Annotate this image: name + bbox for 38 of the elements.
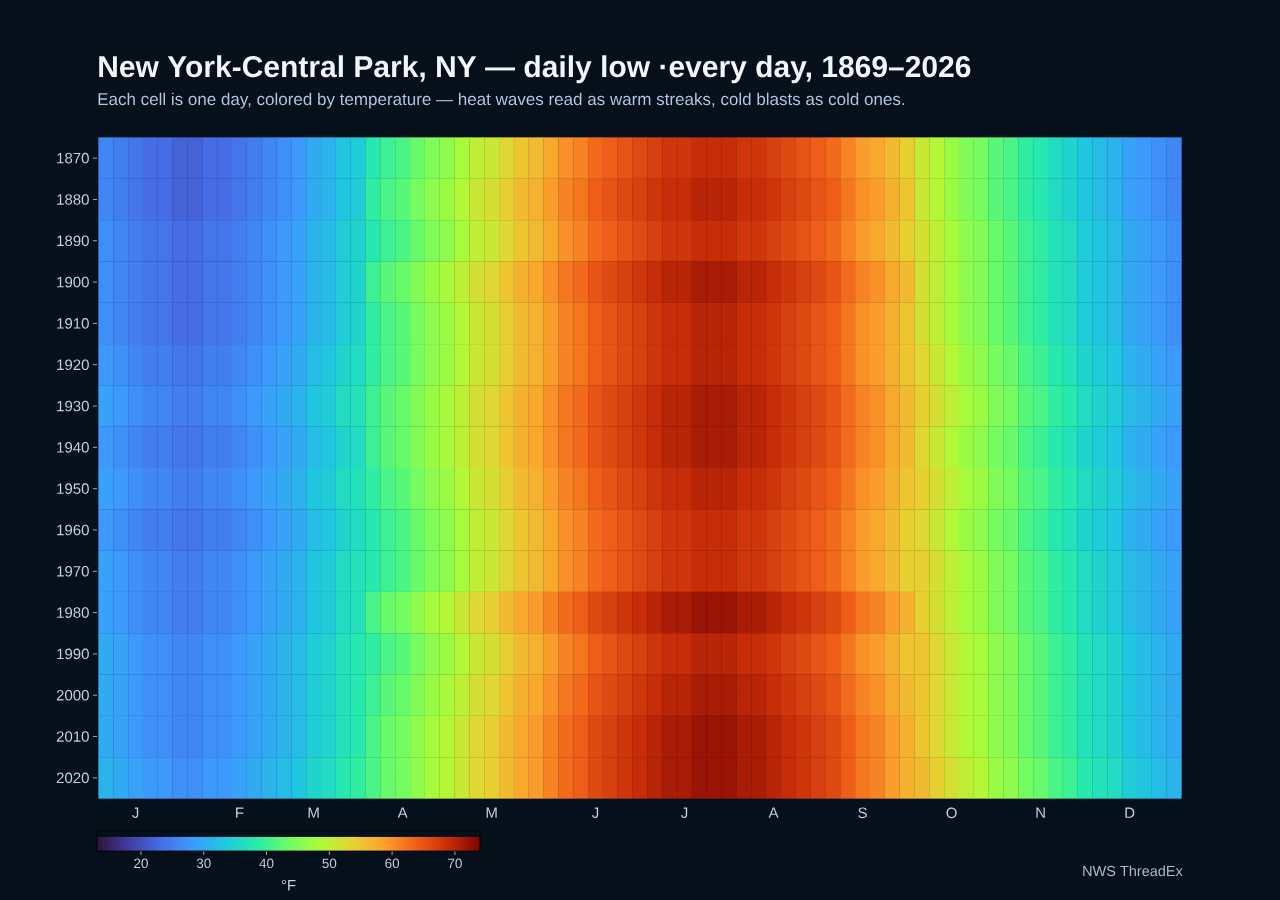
y-tick-label: 2010 — [56, 731, 89, 742]
color-bar-label: 20 — [134, 858, 148, 869]
x-tick-label: A — [768, 807, 779, 818]
color-bar-label: 30 — [196, 858, 211, 869]
y-tick-label: 1910 — [57, 318, 89, 329]
x-tick-label: O — [946, 807, 957, 819]
x-tick-label: A — [397, 807, 408, 818]
y-tick-label: 1920 — [57, 359, 89, 371]
x-tick-label: M — [308, 807, 319, 818]
y-tick-label: 1870 — [57, 152, 89, 164]
text: NWS ThreadEx — [1083, 865, 1183, 877]
y-tick-label: 1990 — [57, 648, 89, 660]
x-tick-label: F — [236, 807, 244, 818]
chart-subtitle: Each cell is one day, colored by temperature — heat waves read as warm streaks, cold blasts as cold ones. — [98, 92, 905, 109]
color-bar-label: 40 — [259, 858, 274, 869]
color-bar-label: 50 — [322, 858, 337, 869]
y-tick-label: 1930 — [57, 400, 89, 412]
color-bar-label: 70 — [448, 858, 462, 869]
y-tick-label: 1900 — [57, 276, 89, 288]
x-tick-label: J — [681, 807, 688, 818]
y-tick-label: 2020 — [56, 772, 89, 784]
x-tick-label: M — [486, 807, 497, 818]
chart-title: New York-Central Park, NY — daily low ·every day, 1869–2026 — [99, 55, 971, 84]
y-tick-label: 1970 — [57, 565, 89, 577]
x-tick-label: D — [1125, 807, 1135, 818]
x-tick-label: S — [858, 807, 867, 819]
y-tick-label: 1940 — [57, 442, 89, 453]
y-tick-label: 1980 — [57, 607, 89, 618]
x-tick-label: J — [132, 807, 139, 818]
y-tick-label: 1890 — [57, 235, 89, 247]
y-tick-label: 1960 — [57, 524, 89, 536]
x-tick-label: N — [1036, 807, 1045, 818]
y-tick-label: 1950 — [57, 483, 89, 494]
y-tick-label: 2000 — [56, 689, 89, 701]
color-bar-label: 60 — [385, 858, 400, 869]
x-tick-label: J — [592, 807, 599, 818]
y-tick-label: 1880 — [57, 194, 89, 205]
color-bar-title: °F — [281, 879, 296, 891]
